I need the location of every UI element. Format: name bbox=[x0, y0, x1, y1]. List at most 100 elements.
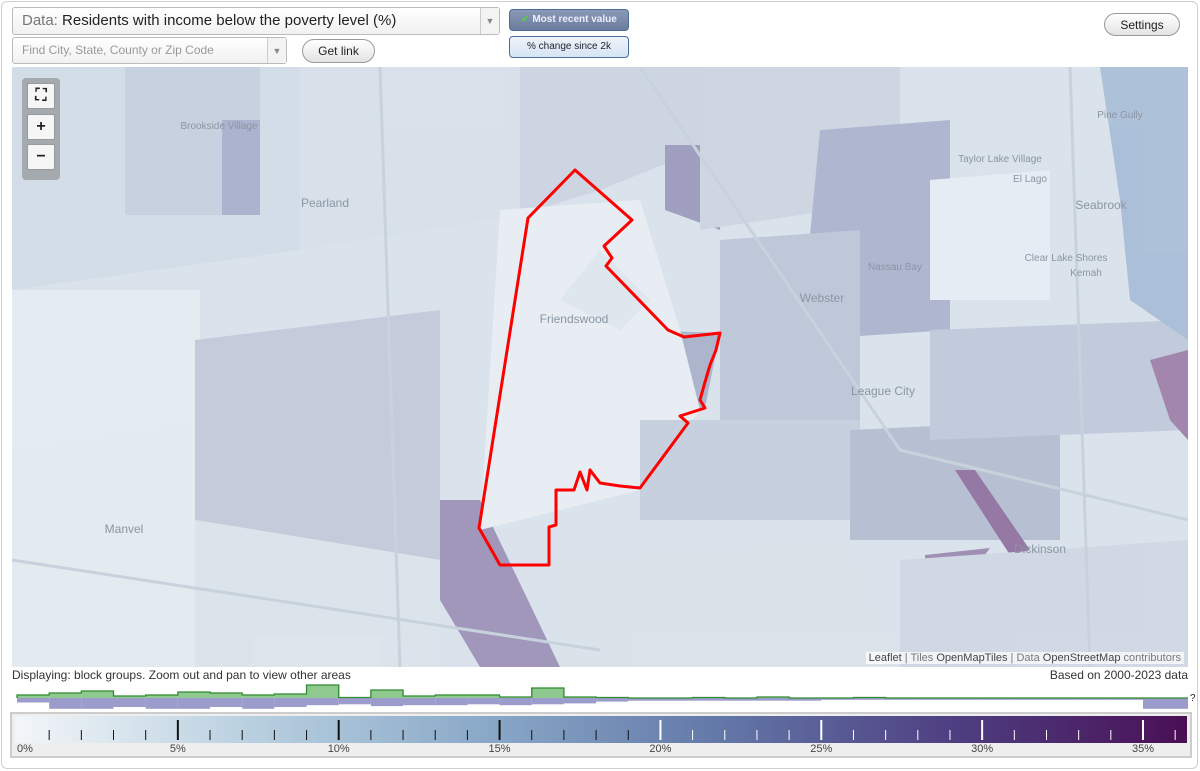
histogram-bar-all bbox=[499, 698, 532, 706]
chevron-down-icon[interactable]: ▼ bbox=[480, 8, 499, 34]
map[interactable]: Brookside Village Pearland Friendswood Webs… bbox=[12, 67, 1188, 667]
selected-area-outline bbox=[477, 168, 722, 567]
histogram-bar-all bbox=[1078, 698, 1111, 700]
histogram-unknown-label: ? bbox=[1190, 693, 1196, 704]
histogram-bar-all bbox=[370, 698, 404, 707]
pct-change-toggle[interactable]: % change since 2k bbox=[509, 36, 629, 58]
data-select-prefix: Data: bbox=[22, 12, 58, 29]
histogram-bar-all bbox=[563, 698, 597, 704]
histogram-bar-unknown bbox=[1143, 698, 1188, 709]
histogram-bar-selected bbox=[467, 695, 500, 698]
histogram-bar-all bbox=[338, 698, 371, 705]
get-link-button[interactable]: Get link bbox=[302, 39, 375, 63]
map-place-label: Pine Gully bbox=[1097, 110, 1143, 121]
histogram-bar-all bbox=[435, 698, 468, 706]
settings-button[interactable]: Settings bbox=[1104, 13, 1180, 36]
histogram-bar-all bbox=[531, 698, 564, 705]
scale-tick-label: 5% bbox=[170, 743, 186, 755]
map-place-label: Seabrook bbox=[1075, 198, 1127, 212]
histogram-bar-selected bbox=[177, 692, 211, 698]
histogram-bar-all bbox=[1046, 698, 1079, 700]
histogram-bar-all bbox=[274, 698, 307, 707]
map-place-label: League City bbox=[851, 384, 915, 398]
histogram-bar-all bbox=[917, 698, 950, 700]
scale-tick-label: 25% bbox=[810, 743, 832, 755]
histogram-bar-all bbox=[789, 698, 822, 701]
histogram-bar-selected bbox=[403, 696, 436, 698]
histogram-bar-all bbox=[628, 698, 661, 701]
histogram-bar-all bbox=[1110, 698, 1143, 700]
scale-tick-label: 15% bbox=[489, 743, 511, 755]
histogram-bar-all bbox=[724, 698, 757, 701]
histogram-bar-selected bbox=[370, 690, 404, 698]
histogram-bar-all bbox=[982, 698, 1015, 700]
fit-bounds-icon[interactable]: ⛶ bbox=[27, 83, 55, 109]
scale-tick-label: 20% bbox=[649, 743, 671, 755]
scale-tick-label: 35% bbox=[1132, 743, 1154, 755]
histogram-bar-selected bbox=[49, 693, 82, 698]
map-place-label: Clear Lake Shores bbox=[1025, 253, 1108, 264]
histogram-bar-selected bbox=[435, 695, 468, 698]
histogram-bar-selected bbox=[242, 695, 275, 698]
histogram-bar-selected bbox=[113, 696, 146, 698]
zoom-in-button[interactable]: + bbox=[27, 114, 55, 140]
histogram-bar-selected bbox=[274, 694, 307, 698]
histogram-bar-all bbox=[692, 698, 725, 701]
block-group-shapes bbox=[12, 67, 1188, 667]
most-recent-label: Most recent value bbox=[532, 14, 617, 25]
histogram-bar-all bbox=[596, 698, 629, 702]
map-place-label: Friendswood bbox=[540, 312, 609, 326]
display-status: Displaying: block groups. Zoom out and p… bbox=[12, 668, 351, 682]
osm-link[interactable]: OpenStreetMap bbox=[1042, 652, 1121, 664]
map-place-label: Brookside Village bbox=[180, 121, 258, 132]
map-place-label: Manvel bbox=[105, 522, 144, 536]
choropleth-map[interactable]: Brookside Village Pearland Friendswood Webs… bbox=[12, 67, 1188, 667]
histogram-bar-all bbox=[467, 698, 500, 705]
scale-tick-label: 0% bbox=[17, 743, 33, 755]
histogram-bar-all bbox=[49, 698, 82, 709]
map-place-label: El Lago bbox=[1013, 174, 1047, 185]
histogram-bar-selected bbox=[306, 685, 339, 698]
histogram-bar-all bbox=[1014, 698, 1047, 700]
roads bbox=[12, 67, 1188, 667]
scale-tick-label: 10% bbox=[328, 743, 350, 755]
histogram-bar-all bbox=[821, 698, 854, 700]
search-placeholder: Find City, State, County or Zip Code bbox=[22, 43, 214, 57]
contributors-text: contributors bbox=[1123, 652, 1181, 664]
histogram-bar-selected bbox=[210, 693, 243, 698]
data-select-value: Residents with income below the poverty … bbox=[62, 12, 397, 29]
histogram-bar-selected bbox=[531, 688, 564, 698]
tiles-prefix: Tiles bbox=[910, 652, 934, 664]
data-select[interactable]: Data: Residents with income below the po… bbox=[12, 7, 500, 35]
scale-tick-label: 30% bbox=[971, 743, 993, 755]
histogram-bar-all bbox=[145, 698, 178, 709]
map-place-label: Kemah bbox=[1070, 268, 1102, 279]
histogram-bar-all bbox=[177, 698, 211, 709]
histogram-bar-selected bbox=[145, 695, 178, 698]
histogram-bar-all bbox=[306, 698, 339, 706]
histogram-bar-all bbox=[113, 698, 146, 707]
histogram-bar-all bbox=[403, 698, 436, 706]
histogram-bar-all bbox=[660, 698, 693, 701]
check-icon: ✔ bbox=[521, 14, 530, 25]
location-search-input[interactable]: Find City, State, County or Zip Code ▼ bbox=[12, 37, 287, 64]
histogram-bar-selected bbox=[81, 691, 114, 698]
histogram-bar-all bbox=[756, 698, 790, 701]
data-range-note: Based on 2000-2023 data bbox=[1049, 668, 1188, 682]
map-attribution: Leaflet | Tiles OpenMapTiles | Data Open… bbox=[865, 652, 1184, 664]
map-place-label: Dickinson bbox=[1014, 542, 1066, 556]
histogram-selected-outline bbox=[16, 684, 1188, 699]
zoom-out-button[interactable]: − bbox=[27, 144, 55, 170]
openmaptiles-link[interactable]: OpenMapTiles bbox=[936, 652, 1008, 664]
leaflet-link[interactable]: Leaflet bbox=[868, 652, 902, 664]
zoom-controls: ⛶ + − bbox=[22, 78, 60, 180]
histogram-bar-selected bbox=[17, 695, 50, 698]
histogram-bar-all bbox=[853, 698, 886, 700]
histogram-bar-all bbox=[885, 698, 918, 700]
map-place-label: Pearland bbox=[301, 196, 349, 210]
histogram-bar-all bbox=[210, 698, 243, 707]
map-place-label: Taylor Lake Village bbox=[958, 154, 1042, 165]
chevron-down-icon[interactable]: ▼ bbox=[267, 38, 286, 63]
most-recent-value-toggle[interactable]: ✔ Most recent value bbox=[509, 9, 629, 31]
